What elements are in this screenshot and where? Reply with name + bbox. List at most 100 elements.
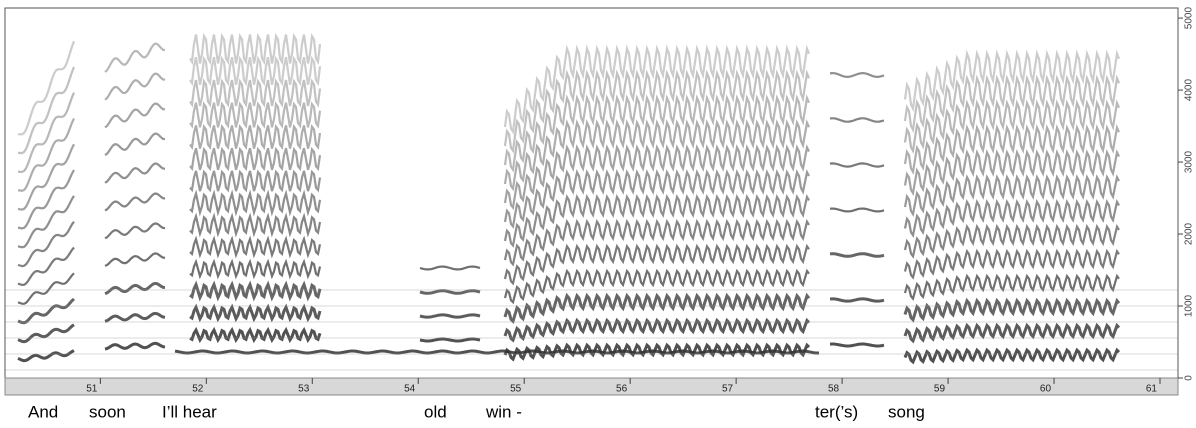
- harmonic: [189, 258, 322, 280]
- harmonic: [829, 207, 885, 213]
- harmonic: [903, 297, 1121, 323]
- harmonic: [829, 117, 885, 123]
- x-tick-label: 51: [86, 384, 98, 395]
- y-tick-label: 1000: [1184, 294, 1195, 317]
- harmonic: [503, 194, 810, 248]
- x-tick-label: 61: [1146, 384, 1158, 395]
- x-tick-label: 58: [828, 384, 840, 395]
- harmonic: [104, 252, 166, 267]
- harmonic: [17, 349, 75, 363]
- harmonic: [419, 313, 481, 319]
- x-tick-label: 52: [192, 384, 204, 395]
- harmonic: [903, 199, 1120, 238]
- harmonic: [17, 246, 75, 287]
- harmonic: [419, 289, 481, 295]
- harmonic: [17, 40, 76, 136]
- harmonic: [503, 292, 811, 324]
- x-tick-label: 57: [722, 384, 734, 395]
- harmonic: [503, 119, 810, 192]
- harmonic: [903, 149, 1120, 197]
- harmonic: [189, 212, 322, 238]
- harmonic: [903, 74, 1121, 134]
- harmonic: [189, 55, 322, 87]
- harmonic: [17, 169, 75, 230]
- x-tick-label: 56: [616, 384, 628, 395]
- harmonic: [104, 102, 166, 129]
- x-tick-label: 54: [404, 384, 416, 395]
- harmonic: [17, 92, 76, 174]
- harmonic: [503, 144, 810, 211]
- harmonic: [829, 252, 885, 258]
- y-tick-label: 3000: [1184, 150, 1195, 173]
- harmonic: [104, 162, 166, 184]
- time-axis-bar: [4, 377, 1179, 396]
- harmonic: [17, 297, 75, 325]
- harmonic: [503, 169, 810, 229]
- harmonic: [903, 248, 1120, 280]
- harmonic: [104, 341, 166, 351]
- harmonic: [829, 71, 885, 79]
- harmonic: [104, 72, 166, 101]
- y-tick-label: 0: [1184, 375, 1195, 381]
- harmonic: [189, 326, 322, 344]
- harmonic: [189, 124, 322, 150]
- lyric: win -: [485, 402, 522, 421]
- harmonic: [503, 243, 810, 286]
- x-tick-label: 53: [298, 384, 310, 395]
- harmonic: [189, 189, 322, 217]
- harmonic: [829, 297, 885, 303]
- harmonic: [903, 223, 1120, 259]
- y-tick-label: 5000: [1184, 7, 1195, 30]
- harmonic: [829, 342, 885, 348]
- harmonic: [503, 44, 811, 135]
- harmonic: [903, 174, 1120, 218]
- harmonic: [503, 342, 811, 362]
- harmonic: [104, 132, 166, 157]
- harmonic: [503, 69, 811, 154]
- harmonic: [419, 337, 481, 343]
- harmonic: [503, 317, 811, 343]
- harmonic: [503, 268, 810, 305]
- lyric: soon: [89, 402, 126, 421]
- harmonic: [17, 143, 75, 211]
- x-tick-label: 59: [934, 384, 946, 395]
- harmonic: [903, 49, 1121, 113]
- y-tick-label: 4000: [1184, 79, 1195, 102]
- harmonic: [189, 303, 322, 323]
- harmonic: [17, 118, 75, 192]
- lyric: song: [888, 402, 925, 421]
- harmonic: [189, 235, 322, 259]
- harmonic: [17, 195, 75, 249]
- harmonic: [829, 162, 885, 168]
- harmonic: [903, 322, 1121, 344]
- harmonic: [189, 280, 322, 302]
- harmonic: [903, 124, 1120, 175]
- harmonic: [903, 273, 1120, 301]
- harmonic: [903, 347, 1121, 365]
- harmonic: [189, 78, 322, 108]
- harmonic: [419, 265, 481, 271]
- harmonic: [189, 101, 322, 129]
- harmonic: [189, 146, 322, 172]
- harmonic: [104, 311, 166, 323]
- harmonic: [104, 281, 166, 296]
- harmonic: [104, 192, 166, 212]
- x-tick-label: 60: [1040, 384, 1052, 395]
- lyric: ter(’s): [815, 402, 858, 421]
- harmonic: [17, 221, 75, 268]
- harmonic: [17, 66, 76, 155]
- harmonic: [503, 94, 811, 173]
- lyric: I’ll hear: [162, 402, 217, 421]
- lyric: And: [28, 402, 58, 421]
- harmonic: [17, 323, 75, 344]
- harmonic: [503, 218, 810, 267]
- harmonic: [189, 169, 322, 193]
- x-tick-label: 55: [510, 384, 522, 395]
- harmonic: [104, 222, 166, 240]
- harmonic: [17, 272, 75, 305]
- harmonic: [189, 32, 322, 66]
- spectrogram-texture: [5, 32, 1178, 371]
- y-tick-label: 2000: [1184, 222, 1195, 245]
